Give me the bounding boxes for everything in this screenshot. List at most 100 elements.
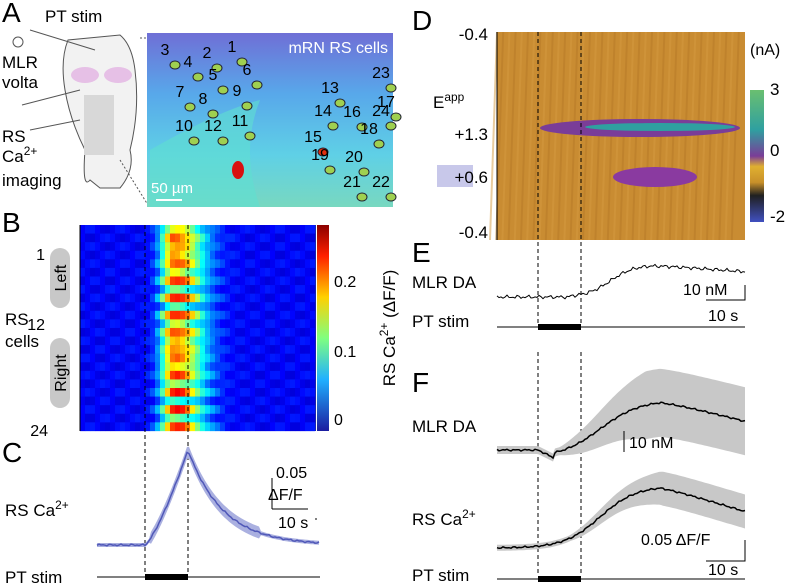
heatmap-cell	[160, 319, 166, 329]
heatmap-cell	[180, 293, 186, 303]
heatmap-cell	[195, 370, 201, 380]
heatmap-cell	[175, 310, 181, 320]
text-part: B	[2, 207, 21, 238]
heatmap-cell	[115, 396, 121, 406]
heatmap-cell	[260, 310, 266, 320]
label: 1	[36, 247, 45, 264]
heatmap-cell	[205, 276, 211, 286]
heatmap-cell	[305, 233, 311, 243]
text-part: (ΔF/F)	[380, 270, 399, 323]
cell-label: 16	[343, 104, 361, 121]
heatmap-cell	[285, 233, 291, 243]
heatmap-cell	[200, 233, 206, 243]
heatmap-cell	[310, 302, 316, 312]
heatmap-cell	[170, 396, 176, 406]
heatmap-cell	[125, 345, 131, 354]
heatmap-cell	[280, 327, 286, 337]
heatmap-cell	[190, 225, 196, 234]
heatmap-cell	[285, 388, 291, 397]
heatmap-cell	[85, 345, 91, 354]
heatmap-cell	[220, 285, 226, 294]
heatmap-cell	[145, 267, 151, 277]
heatmap-cell	[275, 285, 281, 294]
label: 10 nM	[683, 282, 727, 299]
heatmap-cell	[155, 396, 161, 406]
cell	[207, 109, 219, 119]
heatmap-cell	[95, 379, 101, 389]
heatmap-cell	[145, 293, 151, 303]
heatmap-cell	[180, 302, 186, 312]
heatmap-cell	[250, 285, 256, 294]
heatmap-cell	[100, 293, 106, 303]
heatmap-cell	[225, 250, 231, 260]
heatmap-cell	[170, 302, 176, 312]
heatmap-cell	[280, 285, 286, 294]
heatmap-cell	[275, 276, 281, 286]
heatmap-cell	[250, 302, 256, 312]
heatmap-cell	[105, 310, 111, 320]
heatmap-cell	[280, 267, 286, 277]
heatmap-cell	[230, 267, 236, 277]
heatmap-cell	[245, 267, 251, 277]
heatmap-cell	[90, 259, 96, 269]
heatmap-cell	[280, 353, 286, 363]
heatmap-cell	[215, 422, 221, 432]
heatmap-cell	[240, 293, 246, 303]
heatmap-cell	[245, 388, 251, 397]
heatmap-cell	[210, 302, 216, 312]
texture-line	[520, 31, 529, 241]
heatmap-cell	[255, 250, 261, 260]
heatmap-cell	[260, 379, 266, 389]
heatmap-cell	[125, 396, 131, 406]
heatmap-cell	[210, 267, 216, 277]
heatmap-cell	[175, 388, 181, 397]
heatmap-cell	[100, 267, 106, 277]
heatmap-cell	[125, 276, 131, 286]
heatmap-cell	[215, 345, 221, 354]
heatmap-cell	[165, 267, 171, 277]
heatmap-cell	[180, 336, 186, 346]
heatmap-cell	[130, 405, 136, 414]
heatmap-cell	[225, 370, 231, 380]
heatmap-cell	[160, 259, 166, 269]
heatmap-cell	[290, 336, 296, 346]
heatmap-cell	[85, 259, 91, 269]
heatmap-cell	[215, 370, 221, 380]
cell-label: 1	[228, 39, 237, 56]
heatmap-cell	[275, 362, 281, 372]
heatmap-cell	[275, 422, 281, 432]
heatmap-cell	[200, 370, 206, 380]
signal-blob	[613, 167, 697, 187]
label: Right	[53, 354, 70, 392]
heatmap-cell	[145, 413, 151, 423]
heatmap-cell	[165, 259, 171, 269]
heatmap-cell	[165, 353, 171, 363]
heatmap-cell	[225, 345, 231, 354]
heatmap-cell	[175, 250, 181, 260]
heatmap-cell	[140, 370, 146, 380]
text-part: 0.05 ΔF/F	[641, 532, 711, 549]
heatmap-cell	[115, 233, 121, 243]
heatmap-cell	[115, 370, 121, 380]
heatmap-cell	[180, 267, 186, 277]
texture-line	[706, 31, 715, 241]
heatmap-cell	[270, 396, 276, 406]
label: 50 µm	[151, 180, 193, 197]
heatmap-cell	[210, 310, 216, 320]
heatmap-cell	[135, 396, 141, 406]
heatmap-cell	[120, 319, 126, 329]
heatmap-cell	[175, 259, 181, 269]
heatmap-cell	[155, 345, 161, 354]
heatmap-cell	[285, 327, 291, 337]
text-part: 0	[334, 412, 343, 429]
label: ΔF/F	[268, 487, 303, 504]
text-part: 3	[770, 80, 779, 99]
heatmap-cell	[80, 345, 86, 354]
text-part: 1	[228, 39, 237, 56]
heatmap-cell	[280, 310, 286, 320]
heatmap-cell	[275, 388, 281, 397]
heatmap-cell	[95, 396, 101, 406]
heatmap-cell	[195, 310, 201, 320]
heatmap-cell	[80, 327, 86, 337]
heatmap-cell	[265, 276, 271, 286]
